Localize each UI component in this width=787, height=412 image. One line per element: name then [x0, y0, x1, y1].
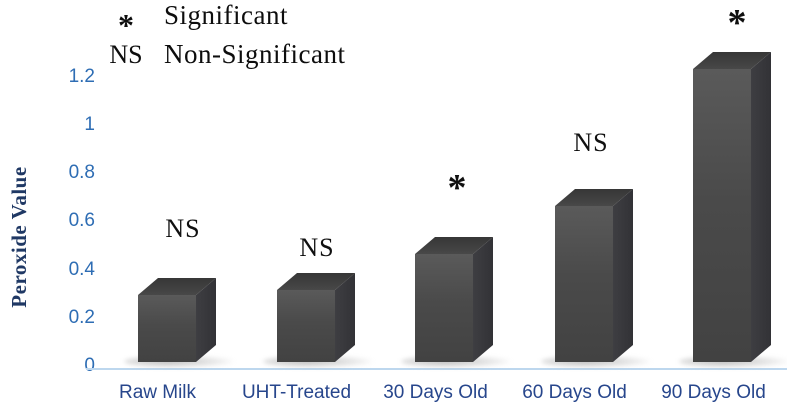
significance-ns-label: NS — [573, 128, 609, 157]
y-tick-label: 0.4 — [68, 258, 95, 280]
y-axis-title: Peroxide Value — [7, 166, 31, 308]
legend: * Significant NS Non-Significant — [100, 0, 345, 72]
bar-top-face — [138, 278, 216, 295]
bar-uht-treated — [277, 290, 335, 362]
x-category-label: 30 Days Old — [383, 382, 488, 403]
legend-item-significant: * Significant — [118, 0, 288, 43]
bar-top-face — [415, 237, 493, 254]
bar-raw-milk — [138, 295, 196, 362]
legend-item-non-significant: NS Non-Significant — [100, 37, 345, 72]
bar-side-face — [613, 189, 633, 362]
bar-side-face — [473, 237, 493, 362]
x-category-label: UHT-Treated — [241, 382, 352, 403]
y-tick-label: 0.2 — [68, 306, 95, 328]
bar-top-face — [555, 189, 633, 206]
y-tick-label: 0.6 — [68, 210, 95, 232]
bar-top-face — [693, 52, 771, 69]
bar-90-days-old — [693, 69, 751, 362]
legend-non-significant-label: Non-Significant — [164, 39, 346, 69]
ns-symbol: NS — [109, 39, 143, 69]
significance-ns-label: NS — [165, 214, 201, 243]
bar-side-face — [335, 273, 355, 362]
bar-top-face — [277, 273, 355, 290]
bar-30-days-old — [415, 254, 473, 362]
y-tick-label: 1.2 — [68, 65, 95, 87]
significance-ns-label: NS — [299, 233, 335, 262]
x-axis-line — [86, 368, 787, 370]
legend-significant-label: Significant — [164, 0, 288, 30]
x-category-label: 90 Days Old — [661, 382, 766, 403]
significance-asterisk: * — [727, 2, 747, 44]
x-category-label: 60 Days Old — [522, 382, 627, 403]
bar-side-face — [196, 278, 216, 362]
bar-60-days-old — [555, 206, 613, 362]
y-tick-label: 1 — [84, 114, 95, 135]
significance-asterisk: * — [447, 167, 467, 209]
y-tick-label: 0 — [84, 355, 95, 376]
y-tick-label: 0.8 — [68, 162, 95, 184]
bar-side-face — [751, 52, 771, 362]
x-category-label: Raw Milk — [118, 382, 197, 403]
